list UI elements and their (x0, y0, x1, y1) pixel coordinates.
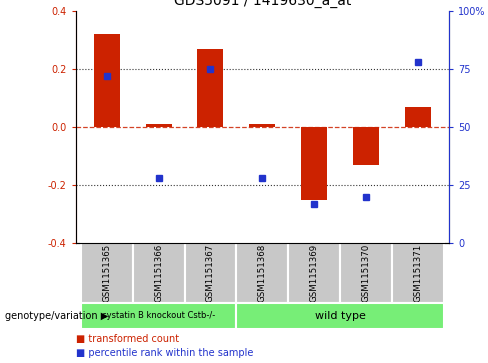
Text: genotype/variation ▶: genotype/variation ▶ (5, 311, 108, 321)
Bar (145, 124, 172, 127)
Text: GSM1151366: GSM1151366 (154, 244, 163, 302)
Bar (81, 243, 133, 303)
Bar (392, 243, 444, 303)
Bar (133, 243, 184, 303)
Bar (94, 34, 120, 127)
Bar (340, 243, 392, 303)
Text: GSM1151365: GSM1151365 (102, 244, 111, 302)
Text: wild type: wild type (315, 311, 366, 321)
Text: ■ percentile rank within the sample: ■ percentile rank within the sample (76, 348, 253, 358)
Text: cystatin B knockout Cstb-/-: cystatin B knockout Cstb-/- (102, 311, 215, 320)
Title: GDS5091 / 1419630_a_at: GDS5091 / 1419630_a_at (174, 0, 351, 8)
Text: GSM1151370: GSM1151370 (362, 244, 370, 302)
Bar (288, 243, 340, 303)
Bar (236, 243, 288, 303)
Bar (249, 124, 275, 127)
Text: GSM1151368: GSM1151368 (258, 244, 267, 302)
Bar (184, 243, 236, 303)
Text: GSM1151369: GSM1151369 (310, 244, 319, 302)
Text: GSM1151367: GSM1151367 (206, 244, 215, 302)
Bar (81, 303, 236, 329)
Bar (236, 303, 444, 329)
Bar (405, 107, 431, 127)
Bar (301, 127, 327, 200)
Bar (198, 49, 224, 127)
Bar (353, 127, 379, 165)
Text: ■ transformed count: ■ transformed count (76, 334, 179, 344)
Text: GSM1151371: GSM1151371 (413, 244, 422, 302)
